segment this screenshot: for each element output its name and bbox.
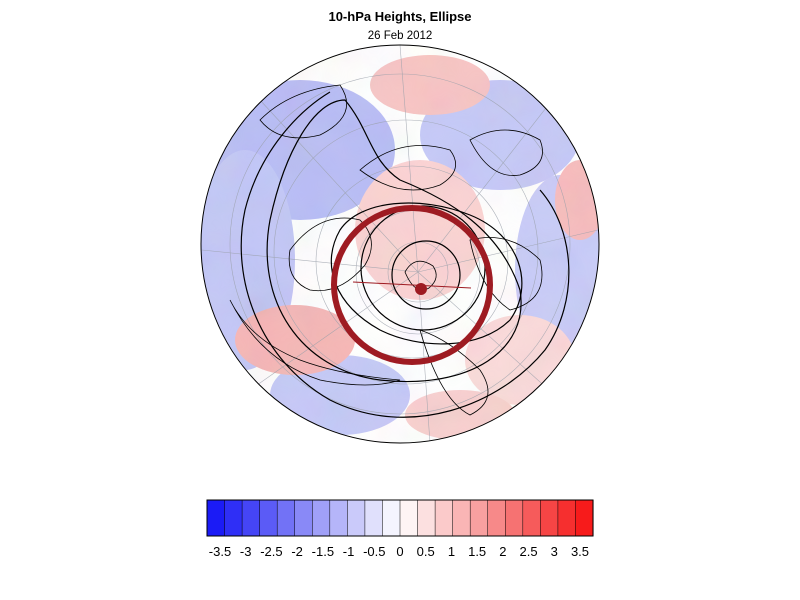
colorbar-bin	[417, 499, 436, 537]
colorbar-bin	[224, 499, 243, 537]
colorbar-bin	[382, 499, 401, 537]
colorbar-bin	[206, 499, 226, 537]
colorbar-tick-label: 1	[448, 544, 455, 559]
figure-title: 10-hPa Heights, Ellipse	[328, 9, 472, 24]
colorbar-tick-label: -2.5	[260, 544, 282, 559]
colorbar-bin	[364, 499, 384, 537]
colorbar-bin	[241, 499, 261, 537]
height-contour	[240, 91, 570, 418]
colorbar-tick-label: 3.5	[571, 544, 589, 559]
height-contour	[266, 99, 522, 383]
colorbar-tick-label: 0.5	[417, 544, 435, 559]
anomaly-field	[201, 45, 599, 443]
colorbar-tick-label: -1.5	[312, 544, 334, 559]
colorbar-bin	[347, 499, 366, 537]
colorbar-bin	[540, 499, 559, 537]
colorbar-bin	[329, 499, 348, 537]
colorbar-tick-label: 2.5	[520, 544, 538, 559]
globe-outline	[200, 44, 600, 444]
colorbar-tick-label: -0.5	[363, 544, 385, 559]
vortex-ellipse	[331, 205, 493, 365]
ellipse-center-marker	[415, 283, 427, 295]
colorbar-tick-label: -1	[343, 544, 355, 559]
colorbar-tick-label: -3	[240, 544, 252, 559]
colorbar-tick-label: -2	[291, 544, 303, 559]
colorbar-bins	[206, 499, 594, 537]
graticule	[201, 45, 599, 443]
colorbar-bin	[434, 499, 454, 537]
height-contours	[240, 91, 570, 418]
coastlines	[229, 84, 543, 416]
colorbar-tick-label: 0	[396, 544, 403, 559]
colorbar-bin	[487, 499, 506, 537]
height-contour	[330, 202, 523, 345]
colorbar-bin	[557, 499, 577, 537]
colorbar-ticks: -3.5 -3 -2.5 -2 -1.5 -1 -0.5 0 0.5 1 1.5 2 2.5 3 3.5	[209, 544, 589, 559]
colorbar-bin	[575, 499, 594, 537]
colorbar-bin	[276, 499, 296, 537]
colorbar-bin	[399, 499, 419, 537]
colorbar-bin	[505, 499, 524, 537]
colorbar-tick-label: 3	[551, 544, 558, 559]
colorbar-bin	[294, 499, 313, 537]
colorbar-bin	[259, 499, 278, 537]
colorbar-tick-label: 1.5	[468, 544, 486, 559]
colorbar-tick-label: 2	[499, 544, 506, 559]
figure-date: 26 Feb 2012	[367, 30, 433, 42]
colorbar-bin	[312, 499, 331, 537]
colorbar-tick-label: -3.5	[209, 544, 231, 559]
colorbar-bin	[469, 499, 489, 537]
height-contour	[391, 240, 461, 310]
colorbar-bin	[452, 499, 471, 537]
ellipse-axis	[352, 281, 472, 289]
colorbar-bin	[522, 499, 541, 537]
colorbar-frame	[206, 499, 594, 537]
